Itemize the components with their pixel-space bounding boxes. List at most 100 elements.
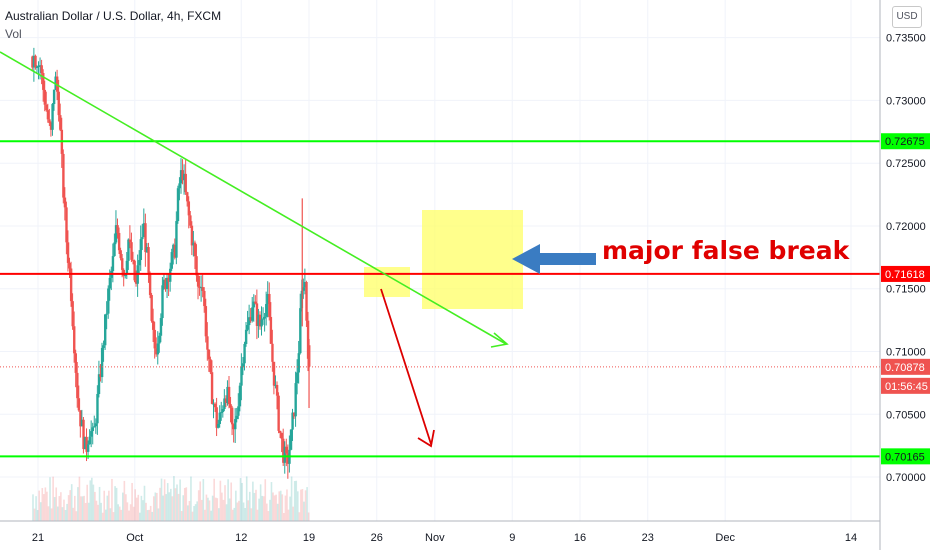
candle-body [91, 427, 95, 432]
volume-bar [221, 492, 223, 521]
volume-bar [245, 476, 248, 521]
drop-arrow [380, 288, 432, 445]
volume-bar [52, 476, 54, 521]
level-tag-text: 0.70165 [885, 451, 925, 463]
candle-body [97, 374, 101, 395]
volume-label: Vol [5, 27, 22, 41]
volume-bar [134, 489, 136, 521]
candle-body [299, 308, 302, 354]
time-tick-label: Oct [126, 532, 143, 544]
highlight-box-false-break [422, 210, 523, 309]
candle-body [94, 423, 98, 427]
volume-bar [55, 487, 58, 521]
candle-body [83, 436, 87, 450]
volume-bar [171, 496, 174, 521]
candle-body [230, 407, 234, 425]
volume-bar [81, 496, 84, 521]
candle-body [234, 419, 237, 430]
volume-bar [180, 511, 183, 521]
candle-body [133, 260, 136, 281]
volume-bar [97, 504, 99, 521]
level-tag [881, 265, 930, 282]
candle-body [144, 223, 147, 253]
candle-body [138, 260, 141, 266]
pointer-arrow [512, 244, 596, 274]
candle-body [161, 285, 164, 319]
candle-body [54, 76, 57, 90]
candle-body [278, 430, 282, 433]
volume-bar [61, 507, 64, 521]
volume-bar [248, 491, 251, 521]
candle-body [93, 426, 96, 428]
candle-body [37, 65, 40, 68]
volume-bar [279, 490, 282, 521]
candle-body [152, 320, 155, 330]
candle-body [117, 232, 121, 251]
drop-arrow-head [417, 429, 435, 448]
volume-bar [80, 496, 82, 521]
candle-body [141, 237, 144, 240]
candle-body [263, 316, 266, 319]
price-tick-label: 0.70000 [886, 472, 926, 484]
volume-bar [293, 481, 296, 521]
candle-body [164, 279, 167, 290]
time-tick-label: 26 [371, 532, 383, 544]
time-tick-label: 9 [509, 532, 515, 544]
volume-bar [114, 486, 116, 521]
candle-body [124, 274, 127, 277]
volume-bar [301, 489, 304, 521]
candle-body [59, 115, 62, 130]
candle-body [241, 363, 245, 367]
volume-bar [190, 476, 192, 521]
currency-button[interactable]: USD [892, 6, 922, 28]
volume-bar [295, 480, 298, 521]
candle-body [248, 317, 251, 326]
trendline-arrow-head [490, 332, 509, 348]
volume-bar [261, 495, 263, 521]
volume-bar [298, 512, 301, 521]
volume-bar [211, 495, 214, 521]
volume-bar [106, 495, 109, 521]
candle-body [147, 247, 150, 273]
candle-body [226, 386, 229, 404]
candle-body [159, 318, 163, 336]
candle-body [274, 384, 277, 386]
volume-bar [187, 505, 189, 521]
volume-bar [185, 487, 188, 521]
candle-body [40, 65, 43, 74]
volume-bar [94, 491, 96, 521]
volume-bar [166, 483, 169, 521]
volume-bar [272, 492, 274, 521]
candle-body [246, 325, 249, 330]
volume-bar [149, 505, 152, 521]
candle-body [252, 301, 256, 308]
candle-body [119, 250, 122, 259]
candle-body [128, 239, 132, 243]
volume-bar [224, 485, 226, 521]
candle-body [306, 320, 310, 359]
level-tag-text: 0.71618 [885, 269, 925, 281]
volume-bar [253, 492, 256, 521]
volume-bar [213, 478, 215, 521]
candle-body [224, 398, 228, 404]
candle-body [195, 256, 198, 276]
volume-bar [118, 506, 121, 521]
volume-bar [38, 490, 40, 521]
volume-bar [218, 508, 220, 521]
volume-bar [98, 486, 101, 521]
candle-body [71, 301, 74, 327]
volume-bar [258, 498, 260, 521]
candle-body [52, 89, 56, 105]
volume-bar [160, 478, 163, 521]
volume-bar [235, 490, 237, 521]
price-tick-label: 0.72000 [886, 221, 926, 233]
volume-bar [129, 504, 132, 521]
volume-bar [84, 502, 87, 521]
volume-bar [304, 490, 307, 521]
candle-body [176, 188, 180, 222]
price-tick-label: 0.71500 [886, 284, 926, 296]
volume-bar [115, 487, 118, 521]
volume-bar [231, 509, 234, 521]
volume-bar [86, 484, 88, 521]
